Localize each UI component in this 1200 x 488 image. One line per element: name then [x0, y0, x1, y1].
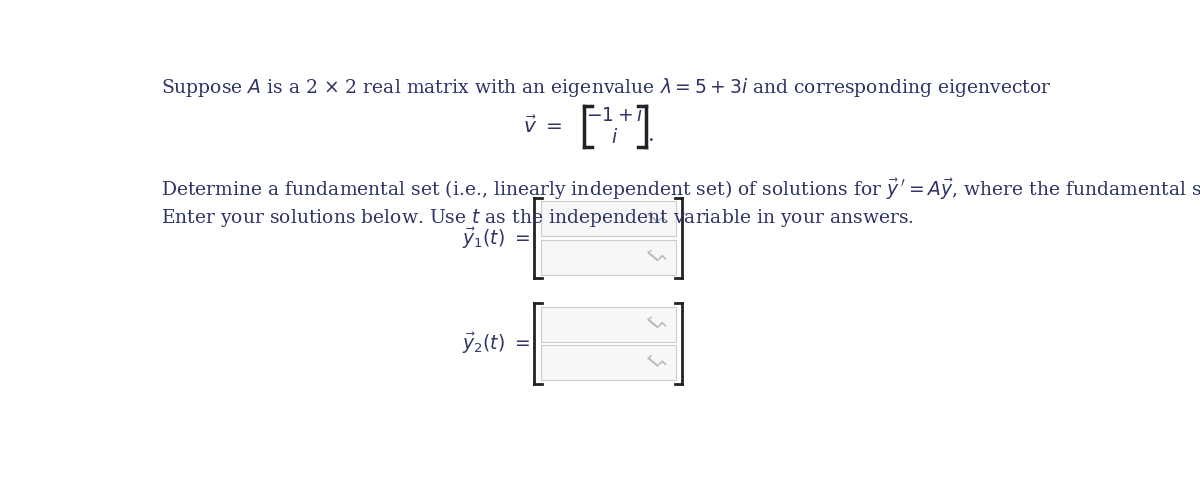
FancyBboxPatch shape — [541, 201, 677, 236]
Text: .: . — [648, 123, 655, 145]
Text: $i$: $i$ — [612, 127, 618, 146]
FancyBboxPatch shape — [541, 240, 677, 275]
Text: Determine a fundamental set (i.e., linearly independent set) of solutions for $\: Determine a fundamental set (i.e., linea… — [161, 176, 1200, 202]
Text: Suppose $A$ is a 2 $\times$ 2 real matrix with an eigenvalue $\lambda = 5 + 3i$ : Suppose $A$ is a 2 $\times$ 2 real matri… — [161, 76, 1051, 99]
FancyBboxPatch shape — [541, 306, 677, 342]
FancyBboxPatch shape — [541, 345, 677, 381]
Text: $-1 + i$: $-1 + i$ — [586, 106, 644, 125]
Text: $\vec{v}\ =$: $\vec{v}\ =$ — [523, 116, 563, 137]
Text: $\vec{y}_2(t)\ =$: $\vec{y}_2(t)\ =$ — [462, 331, 529, 356]
Text: Enter your solutions below. Use $t$ as the independent variable in your answers.: Enter your solutions below. Use $t$ as t… — [161, 207, 913, 229]
Text: $\vec{y}_1(t)\ =$: $\vec{y}_1(t)\ =$ — [462, 225, 529, 250]
